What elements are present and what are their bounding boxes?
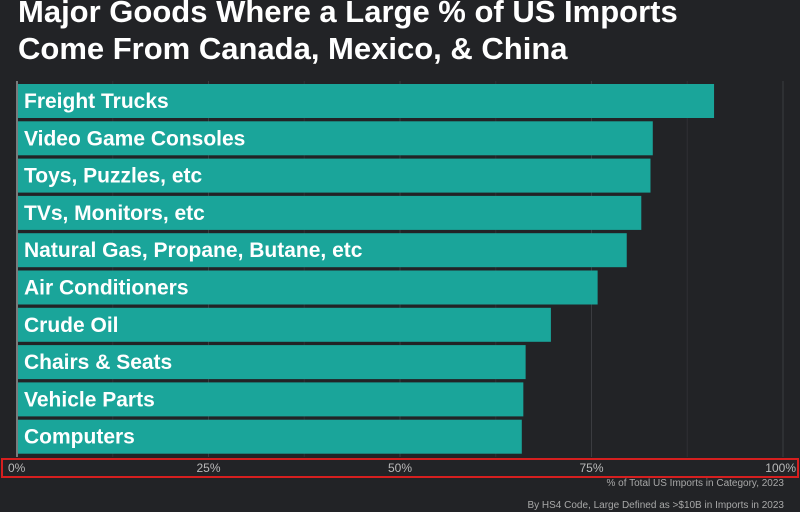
bar-label: Freight Trucks (24, 90, 169, 113)
bar-label: Crude Oil (24, 314, 119, 337)
chart-title: Major Goods Where a Large % of US Import… (18, 0, 678, 66)
bar (18, 307, 551, 342)
bar (18, 382, 524, 417)
bar-label: Computers (24, 426, 135, 449)
x-tick-label: 100% (765, 461, 796, 475)
bar-label: Toys, Puzzles, etc (24, 165, 202, 188)
bar-label: Video Game Consoles (24, 127, 245, 150)
x-axis-ticks: 0% 25% 50% 75% 100% (8, 461, 796, 475)
x-axis-highlight-box (1, 458, 799, 478)
bar (18, 195, 642, 230)
x-tick-label: 25% (196, 461, 220, 475)
x-axis-title: % of Total US Imports in Category, 2023 (606, 478, 785, 489)
bar-label: TVs, Monitors, etc (24, 202, 205, 225)
bar (18, 121, 653, 156)
bars: Freight Trucks Video Game Consoles Toys, P… (18, 84, 715, 454)
x-tick-label: 75% (579, 461, 603, 475)
bar (18, 233, 627, 268)
bar (18, 345, 526, 380)
bar-label: Chairs & Seats (24, 351, 172, 374)
bar (18, 419, 522, 454)
bar (18, 158, 651, 193)
bar-label: Vehicle Parts (24, 388, 155, 411)
bar-label: Natural Gas, Propane, Butane, etc (24, 239, 363, 262)
x-tick-label: 50% (388, 461, 412, 475)
bar (18, 270, 598, 305)
bar (18, 84, 715, 118)
chart-footnote: By HS4 Code, Large Defined as >$10B in I… (527, 500, 784, 511)
bar-label: Air Conditioners (24, 277, 189, 300)
x-tick-label: 0% (8, 461, 26, 475)
